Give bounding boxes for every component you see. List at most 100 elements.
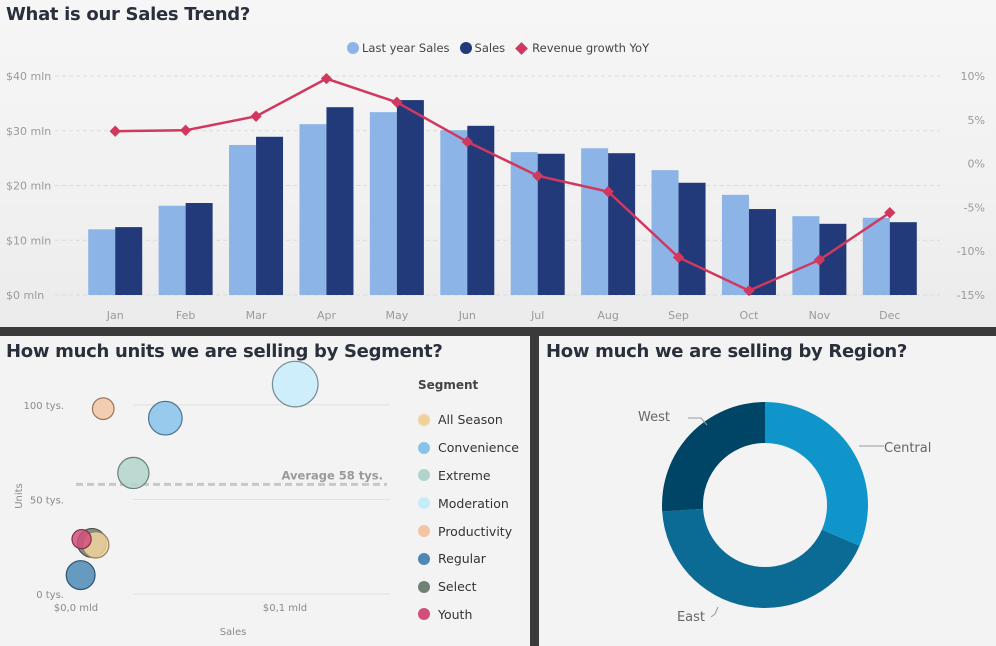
x-tick-label: Mar <box>246 309 267 322</box>
bar-sales <box>467 125 495 295</box>
segment-legend-item-productivity[interactable]: Productivity <box>418 517 519 545</box>
legend-label: Revenue growth YoY <box>532 41 650 55</box>
segment-legend-item-extreme[interactable]: Extreme <box>418 462 519 490</box>
bar-last-year-sales <box>440 130 468 295</box>
region-title: How much we are selling by Region? <box>546 341 908 362</box>
revenue-growth-marker <box>743 284 755 297</box>
legend-item-last-year-sales[interactable]: Last year Sales <box>347 41 450 55</box>
bubble-regular <box>65 560 96 591</box>
legend-label: Extreme <box>438 467 491 483</box>
donut-slice-west <box>662 402 765 512</box>
bar-sales <box>748 209 776 295</box>
legend-circle-icon <box>347 42 359 54</box>
y-left-tick-label: $20 mln <box>6 180 51 193</box>
revenue-growth-marker <box>461 136 473 148</box>
y-tick-label: 0 tys. <box>36 590 64 601</box>
bar-last-year-sales <box>88 229 116 295</box>
x-tick-label: Oct <box>739 309 759 322</box>
bar-last-year-sales <box>581 148 609 295</box>
segment-legend-title: Segment <box>418 378 479 392</box>
bar-sales <box>678 182 706 295</box>
segment-legend-item-all-season[interactable]: All Season <box>418 406 519 434</box>
legend-label: Productivity <box>438 523 513 539</box>
legend-label: All Season <box>438 412 503 428</box>
legend-circle-icon <box>459 42 472 54</box>
segment-legend: Segment All Season Convenience Extreme Mode… <box>418 378 519 628</box>
x-tick-label: Nov <box>809 309 831 322</box>
revenue-growth-marker <box>672 251 685 263</box>
donut-label-east: East <box>677 610 705 625</box>
bar-last-year-sales <box>721 194 749 295</box>
x-tick-label: Jun <box>458 309 476 322</box>
y-left-tick-label: $40 mln <box>6 70 51 83</box>
segment-legend-item-select[interactable]: Select <box>418 573 519 601</box>
donut-label-central: Central <box>884 441 931 456</box>
legend-label: Select <box>438 579 477 595</box>
bar-sales <box>185 203 213 295</box>
legend-label: Moderation <box>438 495 509 511</box>
y-right-tick-label: -5% <box>964 201 985 214</box>
donut-label-west: West <box>638 410 670 425</box>
y-right-tick-label: -15% <box>957 289 985 302</box>
legend-circle-icon <box>418 497 430 510</box>
bubble-youth <box>71 528 92 550</box>
bar-last-year-sales <box>158 205 186 295</box>
x-tick-label: Aug <box>597 309 618 322</box>
bar-sales <box>889 222 917 295</box>
legend-circle-icon <box>418 413 430 426</box>
legend-label: Youth <box>438 606 473 622</box>
bar-last-year-sales <box>299 124 327 296</box>
bubble-convenience <box>147 400 183 436</box>
revenue-growth-marker <box>884 206 896 219</box>
y-left-tick-label: $30 mln <box>6 125 51 138</box>
segment-panel: How much units we are selling by Segment… <box>0 336 530 646</box>
bar-sales <box>326 107 354 296</box>
legend-circle-icon <box>418 552 430 565</box>
bar-sales <box>256 136 284 295</box>
bubble-productivity <box>91 397 115 421</box>
legend-item-sales[interactable]: Sales <box>459 41 506 55</box>
sales-trend-chart: $0 mln $10 mln $20 mln $30 mln $40 mln -15% -1… <box>6 70 985 322</box>
segment-legend-item-convenience[interactable]: Convenience <box>418 434 519 462</box>
legend-circle-icon <box>418 525 430 538</box>
x-tick-label: Jul <box>530 309 544 322</box>
legend-label: Convenience <box>438 440 519 456</box>
revenue-growth-line <box>115 77 891 292</box>
bar-sales <box>608 153 636 295</box>
bubble-moderation <box>271 360 319 408</box>
segment-legend-item-youth[interactable]: Youth <box>418 601 519 629</box>
average-line-label: Average 58 tys. <box>282 468 383 482</box>
region-panel: How much we are selling by Region? Centr… <box>539 336 996 646</box>
revenue-growth-marker <box>250 110 262 122</box>
segment-bubble-chart: 0 tys. 50 tys. 100 tys. $0,0 mld $0,1 mld Sal… <box>14 360 390 638</box>
x-axis-title: Sales <box>220 627 247 638</box>
revenue-growth-marker <box>109 125 121 137</box>
y-tick-label: 100 tys. <box>24 401 65 412</box>
x-tick-label: Dec <box>879 309 900 322</box>
bar-last-year-sales <box>369 112 397 295</box>
x-tick-label: $0,1 mld <box>263 603 307 614</box>
legend-circle-icon <box>418 580 430 593</box>
revenue-growth-marker <box>320 72 333 85</box>
x-tick-label: Sep <box>668 309 689 322</box>
legend-label: Sales <box>474 41 506 55</box>
x-tick-label: Jan <box>106 309 124 322</box>
legend-circle-icon <box>418 469 430 482</box>
bar-last-year-sales <box>792 216 820 295</box>
legend-label: Regular <box>438 551 486 567</box>
revenue-growth-marker <box>179 124 192 136</box>
segment-legend-item-regular[interactable]: Regular <box>418 545 519 573</box>
legend-circle-icon <box>418 441 430 454</box>
legend-label: Last year Sales <box>362 41 450 55</box>
y-left-tick-label: $0 mln <box>6 289 44 302</box>
legend-item-revenue-growth[interactable]: Revenue growth YoY <box>515 41 649 55</box>
x-tick-label: Feb <box>176 309 195 322</box>
donut-slice-central <box>765 402 868 546</box>
y-tick-label: 50 tys. <box>30 495 64 506</box>
legend-circle-icon <box>418 608 430 621</box>
x-tick-label: $0,0 mld <box>54 603 98 614</box>
bar-last-year-sales <box>229 144 257 295</box>
segment-legend-item-moderation[interactable]: Moderation <box>418 489 519 517</box>
sales-trend-title: What is our Sales Trend? <box>6 4 250 25</box>
sales-trend-panel: What is our Sales Trend? Last year Sales… <box>0 0 996 327</box>
